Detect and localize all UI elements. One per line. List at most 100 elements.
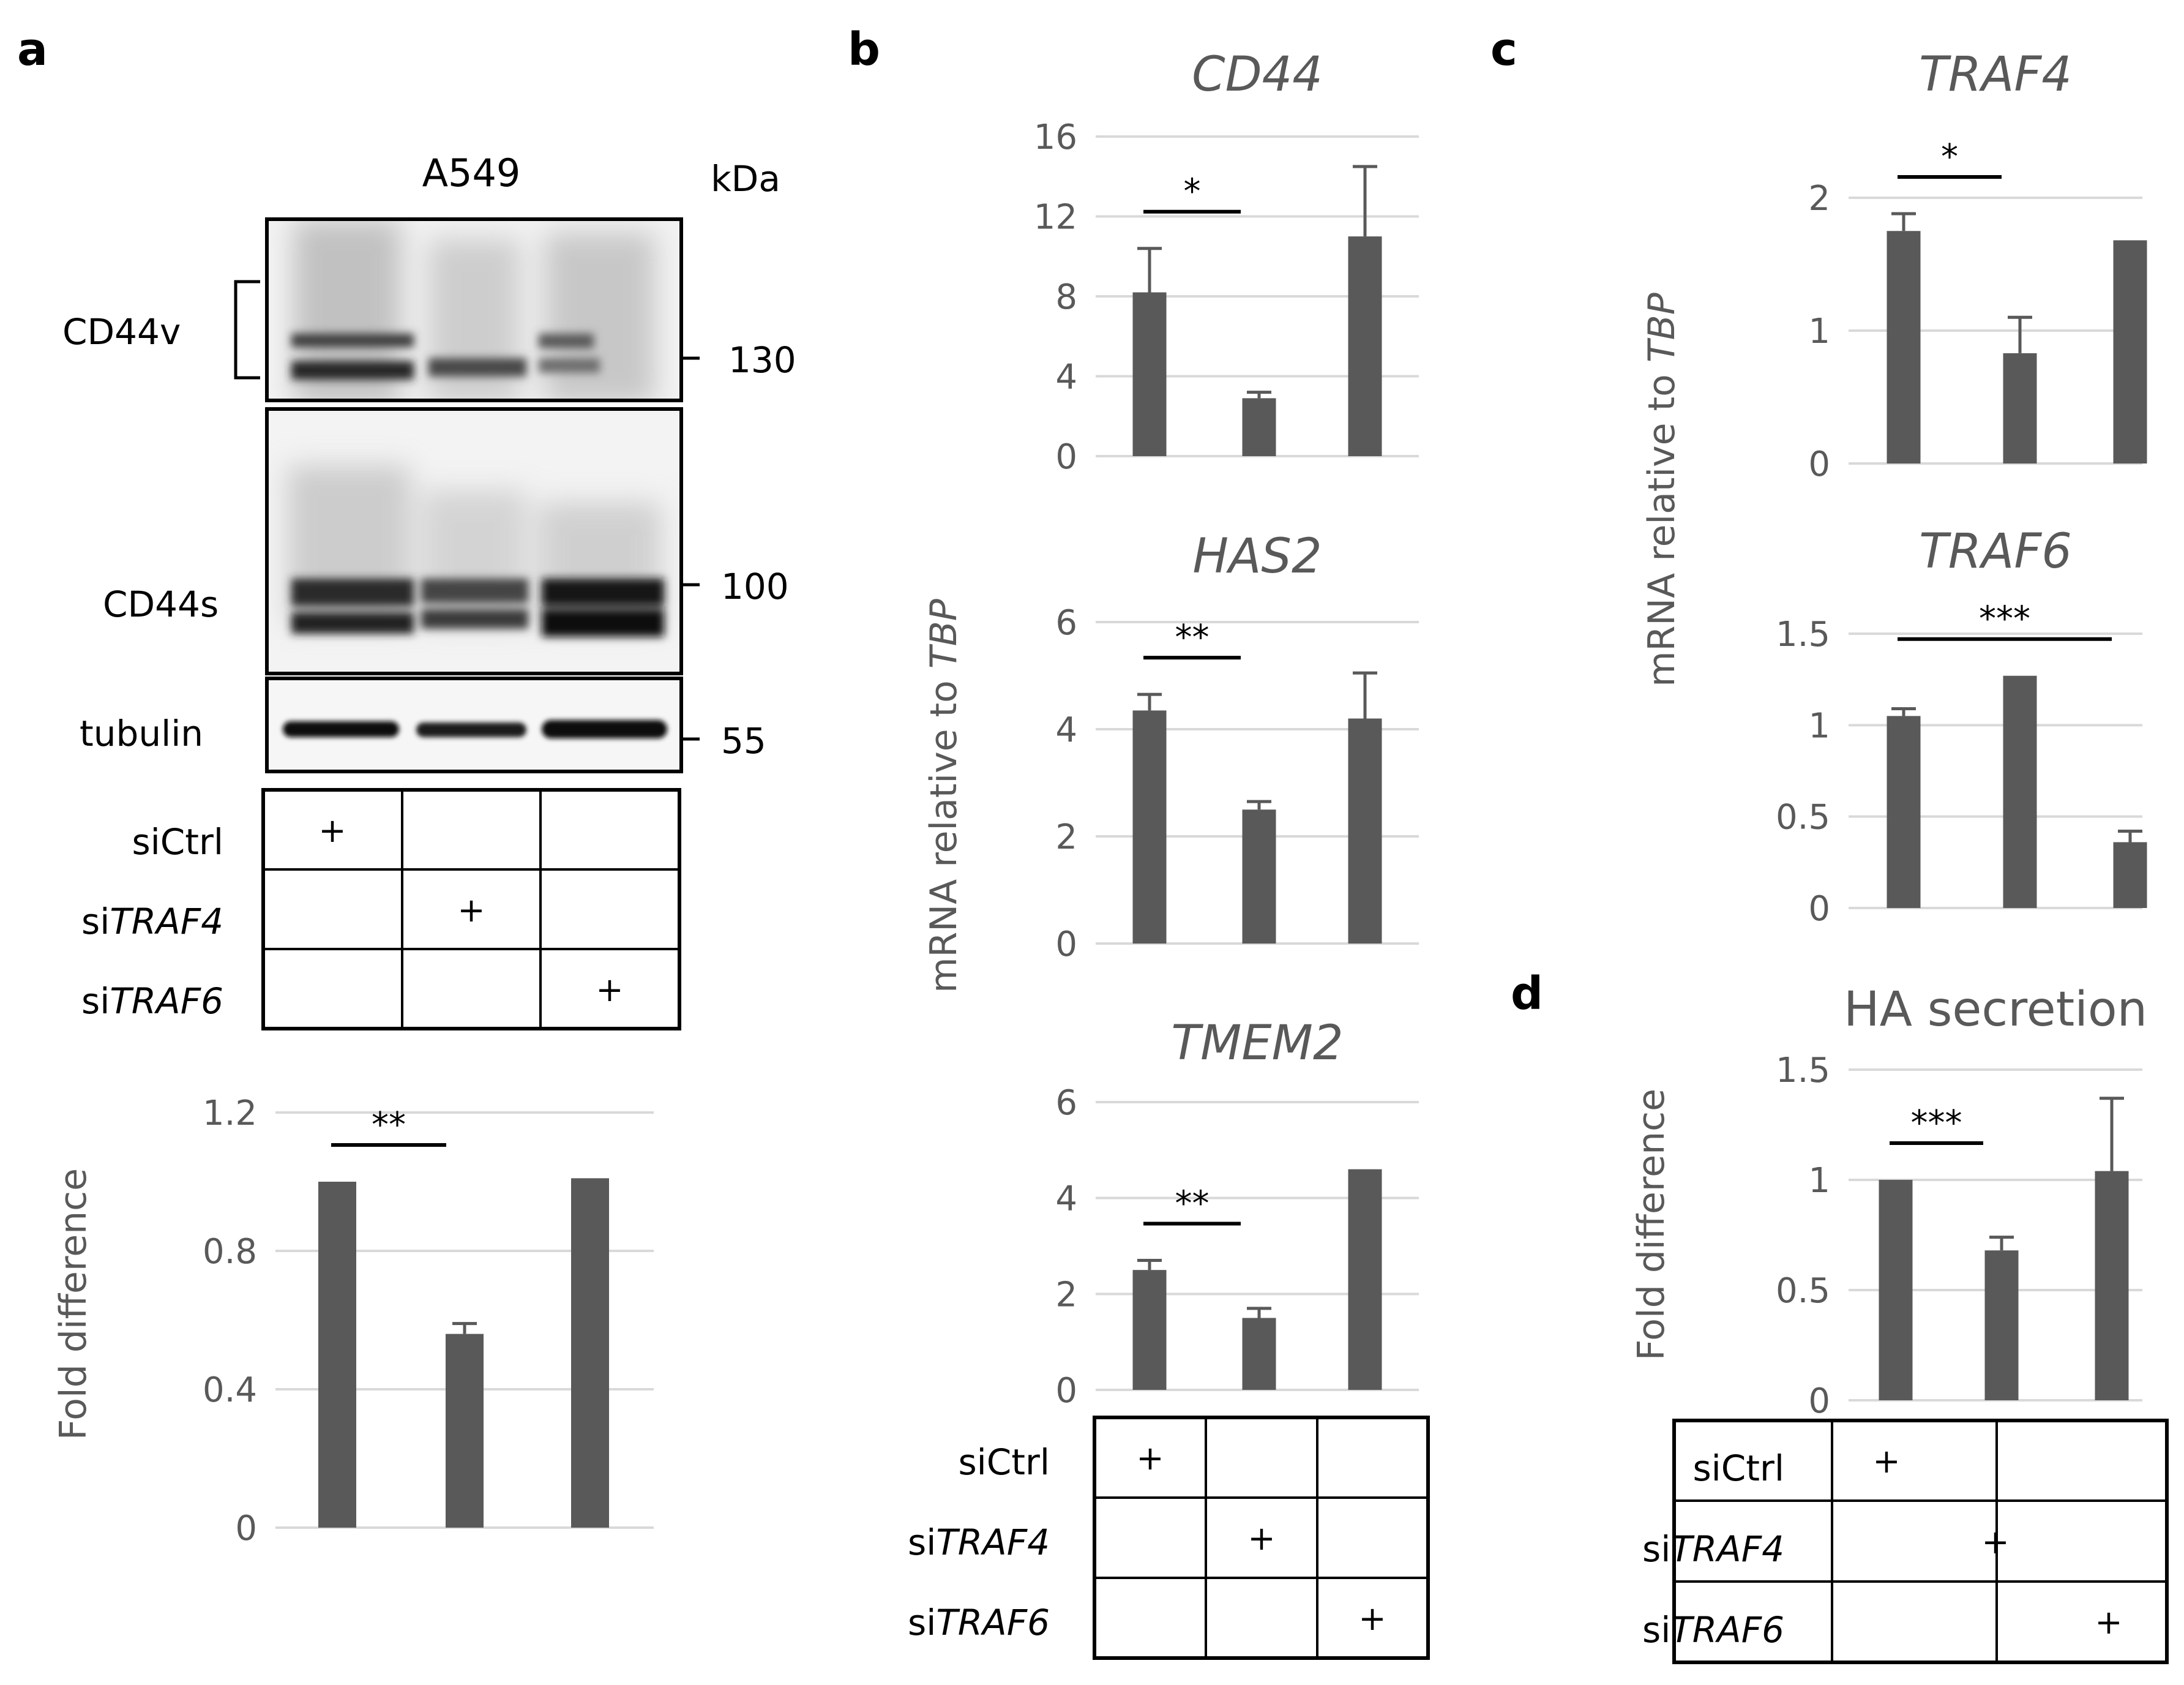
bar-sitraf4: [1984, 1250, 2019, 1400]
y-tick-label: 1: [1808, 312, 1830, 351]
bar-sitraf4: [1242, 809, 1276, 944]
ylabel-mrna-c: mRNA relative to TBP: [1640, 292, 1683, 687]
plus-mark: +: [2095, 1603, 2122, 1642]
cd44v-bracket: [234, 280, 260, 380]
y-tick-label: 0: [1808, 1381, 1830, 1421]
chart-b-tmem2: 0 2 4 6 TMEM2 **: [1055, 1016, 1419, 1411]
significance-stars: **: [372, 1105, 406, 1145]
marker-130: 130: [728, 339, 796, 381]
y-tick-label: 16: [1034, 118, 1077, 157]
row-label-sitraf4: siTRAF4: [81, 901, 223, 942]
plus-mark: +: [1136, 1439, 1164, 1477]
cell-line-label: A549: [422, 151, 521, 195]
y-tick-label: 0: [1808, 889, 1830, 929]
ylabel-fold-a: Fold difference: [52, 1168, 95, 1440]
y-tick-label: 1: [1808, 706, 1830, 746]
bar-sictrl: [1132, 1270, 1167, 1390]
row-label-sictrl: siCtrl: [958, 1441, 1050, 1483]
panel-label-c: c: [1490, 23, 1517, 76]
bar-sitraf6: [571, 1178, 609, 1528]
chart-title: TMEM2: [1171, 1016, 1343, 1071]
row-label-sitraf6: siTRAF6: [908, 1602, 1050, 1643]
row-label-sictrl: siCtrl: [132, 821, 223, 863]
chart-title: TRAF4: [1919, 47, 2072, 102]
significance-stars: ***: [1911, 1103, 1962, 1143]
y-tick-label: 2: [1808, 179, 1830, 219]
y-tick-label: 1.5: [1776, 1051, 1830, 1090]
bar-sitraf4: [446, 1334, 484, 1528]
significance-stars: *: [1184, 172, 1201, 212]
y-tick-label: 4: [1055, 358, 1077, 397]
condition-table-d: siCtrl siTRAF4 siTRAF6 + + +: [1642, 1419, 2169, 1664]
ylabel-fold-d: Fold difference: [1630, 1089, 1673, 1360]
cd44s-blot-frame: [265, 407, 683, 675]
y-tick-label: 4: [1055, 1179, 1077, 1219]
y-tick-label: 8: [1055, 277, 1077, 317]
chart-c-traf6: 0 0.5 1 1.5 TRAF6 ***: [1776, 524, 2147, 929]
y-tick-label: 0.8: [203, 1232, 257, 1272]
significance-stars: ***: [1979, 599, 2030, 639]
y-tick-label: 0: [1808, 445, 1830, 484]
bar-sitraf6: [1348, 1169, 1382, 1390]
y-tick-label: 1: [1808, 1161, 1830, 1201]
band-label-cd44v: CD44v: [62, 311, 181, 353]
bar-sictrl: [318, 1182, 356, 1528]
y-tick-label: 6: [1055, 1083, 1077, 1123]
y-tick-label: 0: [1055, 1371, 1077, 1411]
y-tick-label: 2: [1055, 1275, 1077, 1315]
chart-b-cd44: 0 4 8 12 16 CD44 *: [1034, 47, 1419, 477]
plus-mark: +: [457, 891, 485, 929]
bar-sitraf4: [2003, 675, 2037, 908]
y-tick-label: 0.4: [203, 1370, 257, 1410]
plus-mark: +: [1358, 1599, 1386, 1638]
panel-label-b: b: [848, 23, 880, 76]
cd44v-blot-image: [267, 219, 681, 400]
y-tick-label: 0.5: [1776, 798, 1830, 838]
bar-sitraf6: [2113, 240, 2147, 463]
panel-label-d: d: [1511, 967, 1543, 1020]
row-label-sitraf4: siTRAF4: [1642, 1528, 1784, 1570]
chart-b-has2: 0 2 4 6 HAS2 **: [1055, 529, 1419, 964]
bar-sitraf4: [1242, 398, 1276, 456]
panel-label-a: a: [17, 23, 48, 76]
cd44v-blot-frame: [265, 217, 683, 402]
bar-sitraf4: [2003, 353, 2037, 463]
tubulin-blot-image: [267, 678, 681, 771]
significance-stars: **: [1175, 618, 1210, 658]
marker-55: 55: [721, 720, 766, 762]
y-tick-label: 1.5: [1776, 615, 1830, 655]
y-tick-label: 0: [1055, 925, 1077, 964]
condition-table-a: siCtrl siTRAF4 siTRAF6 + + +: [81, 788, 681, 1030]
bar-sitraf6: [1348, 236, 1382, 456]
condition-table-b: siCtrl siTRAF4 siTRAF6 + + +: [908, 1416, 1430, 1660]
row-label-sictrl: siCtrl: [1692, 1447, 1784, 1489]
chart-title: CD44: [1192, 47, 1323, 102]
y-tick-label: 0.5: [1776, 1271, 1830, 1311]
chart-title: TRAF6: [1919, 524, 2072, 579]
bar-sictrl: [1887, 716, 1921, 908]
marker-100: 100: [721, 566, 789, 607]
y-tick-label: 0: [235, 1509, 257, 1548]
bar-sitraf4: [1242, 1318, 1276, 1390]
y-tick-label: 1.2: [203, 1094, 257, 1133]
band-label-cd44s: CD44s: [103, 584, 219, 625]
y-tick-label: 6: [1055, 603, 1077, 643]
tubulin-blot-frame: [265, 677, 683, 773]
row-label-sitraf6: siTRAF6: [1642, 1609, 1784, 1651]
cd44s-blot-image: [267, 409, 681, 674]
bar-sictrl: [1887, 231, 1921, 463]
plus-mark: +: [1247, 1519, 1275, 1558]
western-blot: A549 kDa: [62, 151, 796, 773]
y-tick-label: 2: [1055, 817, 1077, 857]
plus-mark: +: [596, 970, 623, 1009]
plus-mark: +: [1872, 1442, 1900, 1480]
bar-sictrl: [1132, 710, 1167, 944]
bar-sitraf6: [1348, 718, 1382, 944]
bar-sictrl: [1132, 292, 1167, 456]
chart-title: HA secretion: [1844, 982, 2147, 1037]
plus-mark: +: [318, 811, 346, 850]
kda-label: kDa: [711, 158, 780, 200]
chart-title: HAS2: [1192, 529, 1322, 584]
